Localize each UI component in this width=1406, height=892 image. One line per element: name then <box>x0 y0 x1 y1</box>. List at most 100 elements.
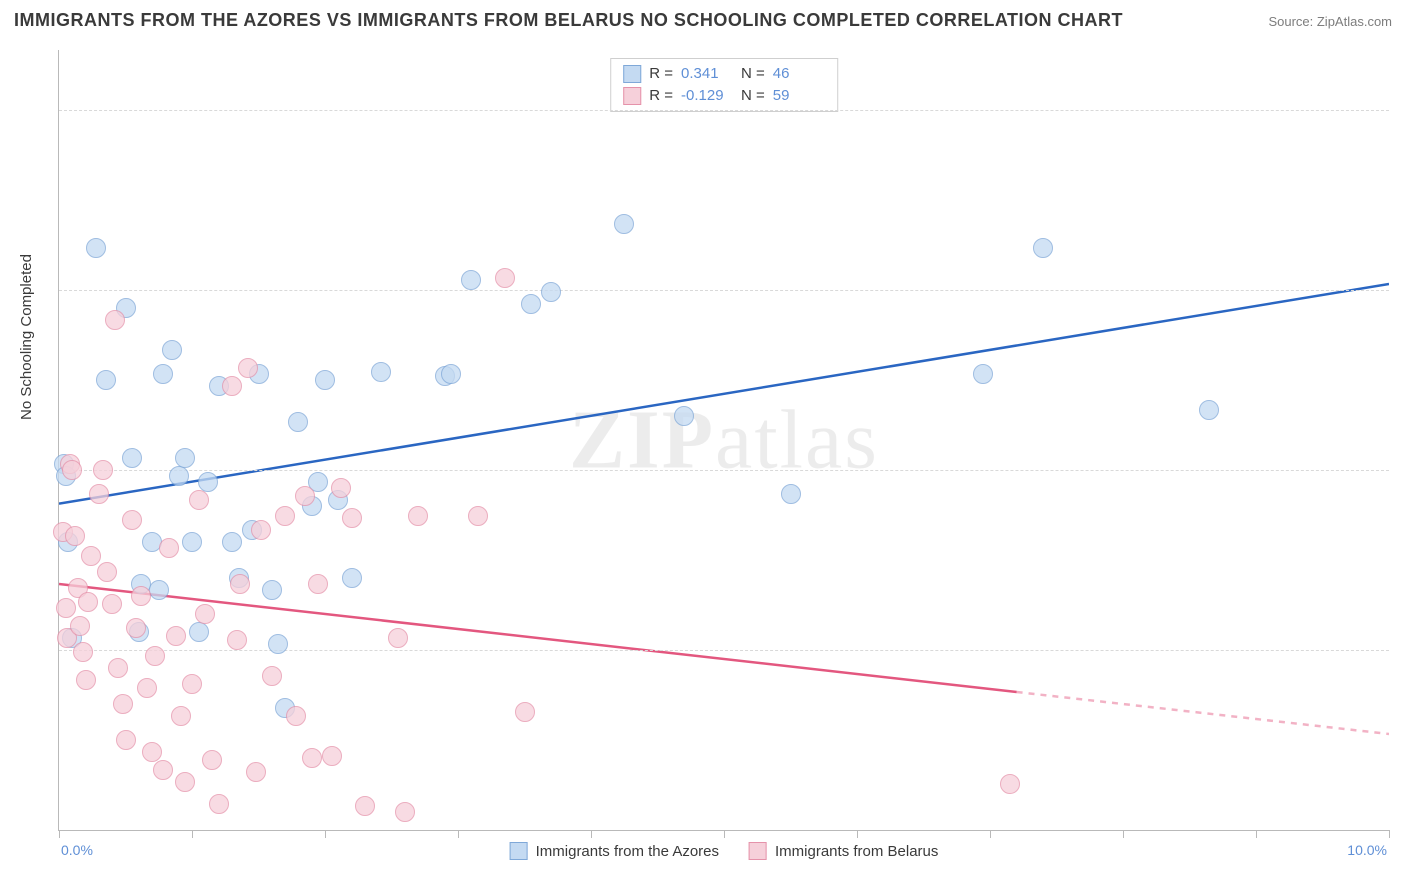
data-point <box>521 294 541 314</box>
data-point <box>116 730 136 750</box>
data-point <box>113 694 133 714</box>
data-point <box>230 574 250 594</box>
data-point <box>262 666 282 686</box>
data-point <box>973 364 993 384</box>
data-point <box>93 460 113 480</box>
data-point <box>262 580 282 600</box>
data-point <box>137 678 157 698</box>
x-axis-max: 10.0% <box>1347 842 1387 858</box>
data-point <box>122 448 142 468</box>
legend-label-b: Immigrants from Belarus <box>775 843 938 860</box>
data-point <box>308 574 328 594</box>
scatter-plot: ZIPatlas R =0.341 N =46 R =-0.129 N =59 … <box>58 50 1389 831</box>
data-point <box>515 702 535 722</box>
data-point <box>342 568 362 588</box>
data-point <box>461 270 481 290</box>
data-point <box>70 616 90 636</box>
data-point <box>97 562 117 582</box>
source-label: Source: ZipAtlas.com <box>1268 14 1392 29</box>
data-point <box>149 580 169 600</box>
legend-swatch-b <box>749 842 767 860</box>
data-point <box>145 646 165 666</box>
data-point <box>227 630 247 650</box>
data-point <box>355 796 375 816</box>
data-point <box>182 532 202 552</box>
n-value-a: 46 <box>773 63 825 85</box>
data-point <box>275 506 295 526</box>
data-point <box>78 592 98 612</box>
data-point <box>189 622 209 642</box>
data-point <box>189 490 209 510</box>
data-point <box>388 628 408 648</box>
data-point <box>62 460 82 480</box>
data-point <box>108 658 128 678</box>
data-point <box>1000 774 1020 794</box>
stats-row-b: R =-0.129 N =59 <box>623 85 825 107</box>
data-point <box>122 510 142 530</box>
data-point <box>102 594 122 614</box>
r-value-a: 0.341 <box>681 63 733 85</box>
data-point <box>166 626 186 646</box>
data-point <box>1199 400 1219 420</box>
data-point <box>371 362 391 382</box>
data-point <box>182 674 202 694</box>
trend-lines <box>59 50 1389 830</box>
data-point <box>286 706 306 726</box>
data-point <box>202 750 222 770</box>
data-point <box>238 358 258 378</box>
data-point <box>159 538 179 558</box>
data-point <box>251 520 271 540</box>
data-point <box>315 370 335 390</box>
data-point <box>541 282 561 302</box>
data-point <box>495 268 515 288</box>
data-point <box>468 506 488 526</box>
y-axis-title: No Schooling Completed <box>18 254 35 420</box>
data-point <box>131 586 151 606</box>
stats-swatch-a <box>623 65 641 83</box>
legend-swatch-a <box>510 842 528 860</box>
data-point <box>441 364 461 384</box>
data-point <box>162 340 182 360</box>
data-point <box>288 412 308 432</box>
data-point <box>209 794 229 814</box>
data-point <box>86 238 106 258</box>
data-point <box>322 746 342 766</box>
legend: Immigrants from the Azores Immigrants fr… <box>510 842 939 860</box>
data-point <box>395 802 415 822</box>
legend-label-a: Immigrants from the Azores <box>536 843 719 860</box>
stats-row-a: R =0.341 N =46 <box>623 63 825 85</box>
data-point <box>81 546 101 566</box>
data-point <box>153 760 173 780</box>
data-point <box>96 370 116 390</box>
data-point <box>246 762 266 782</box>
watermark: ZIPatlas <box>569 392 879 489</box>
data-point <box>65 526 85 546</box>
data-point <box>76 670 96 690</box>
data-point <box>222 376 242 396</box>
data-point <box>89 484 109 504</box>
stats-box: R =0.341 N =46 R =-0.129 N =59 <box>610 58 838 112</box>
data-point <box>142 742 162 762</box>
data-point <box>331 478 351 498</box>
stats-swatch-b <box>623 87 641 105</box>
data-point <box>175 772 195 792</box>
data-point <box>781 484 801 504</box>
data-point <box>268 634 288 654</box>
data-point <box>674 406 694 426</box>
data-point <box>175 448 195 468</box>
data-point <box>153 364 173 384</box>
data-point <box>73 642 93 662</box>
x-axis-min: 0.0% <box>61 842 93 858</box>
data-point <box>302 748 322 768</box>
data-point <box>169 466 189 486</box>
data-point <box>56 598 76 618</box>
data-point <box>408 506 428 526</box>
data-point <box>342 508 362 528</box>
n-value-b: 59 <box>773 85 825 107</box>
r-value-b: -0.129 <box>681 85 733 107</box>
chart-title: IMMIGRANTS FROM THE AZORES VS IMMIGRANTS… <box>14 10 1123 31</box>
data-point <box>171 706 191 726</box>
data-point <box>195 604 215 624</box>
data-point <box>105 310 125 330</box>
data-point <box>222 532 242 552</box>
